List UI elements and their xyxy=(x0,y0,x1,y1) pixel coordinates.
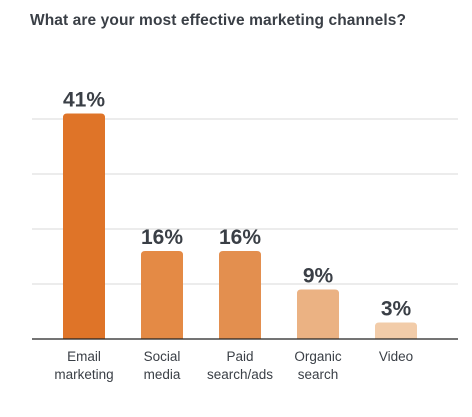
category-label-2-line-1: Social xyxy=(144,349,181,364)
category-label-3-line-2: search/ads xyxy=(207,367,273,382)
bar-3 xyxy=(219,251,261,339)
bar-2 xyxy=(141,251,183,339)
category-label-4-line-2: search xyxy=(298,367,339,382)
value-label-5: 3% xyxy=(381,298,412,321)
value-label-3: 16% xyxy=(219,226,261,249)
category-label-1-line-2: marketing xyxy=(54,367,113,382)
bar-5 xyxy=(375,322,417,339)
bar-4 xyxy=(297,289,339,339)
category-label-5-line-1: Video xyxy=(379,349,413,364)
category-label-1-line-1: Email xyxy=(67,349,101,364)
value-label-2: 16% xyxy=(141,226,183,249)
category-label-3-line-1: Paid xyxy=(226,349,253,364)
value-label-1: 41% xyxy=(63,89,105,112)
category-label-2-line-2: media xyxy=(144,367,181,382)
value-label-4: 9% xyxy=(303,265,334,288)
bar-1 xyxy=(63,113,105,339)
chart-title: What are your most effective marketing c… xyxy=(30,12,407,29)
category-label-4-line-1: Organic xyxy=(294,349,342,364)
